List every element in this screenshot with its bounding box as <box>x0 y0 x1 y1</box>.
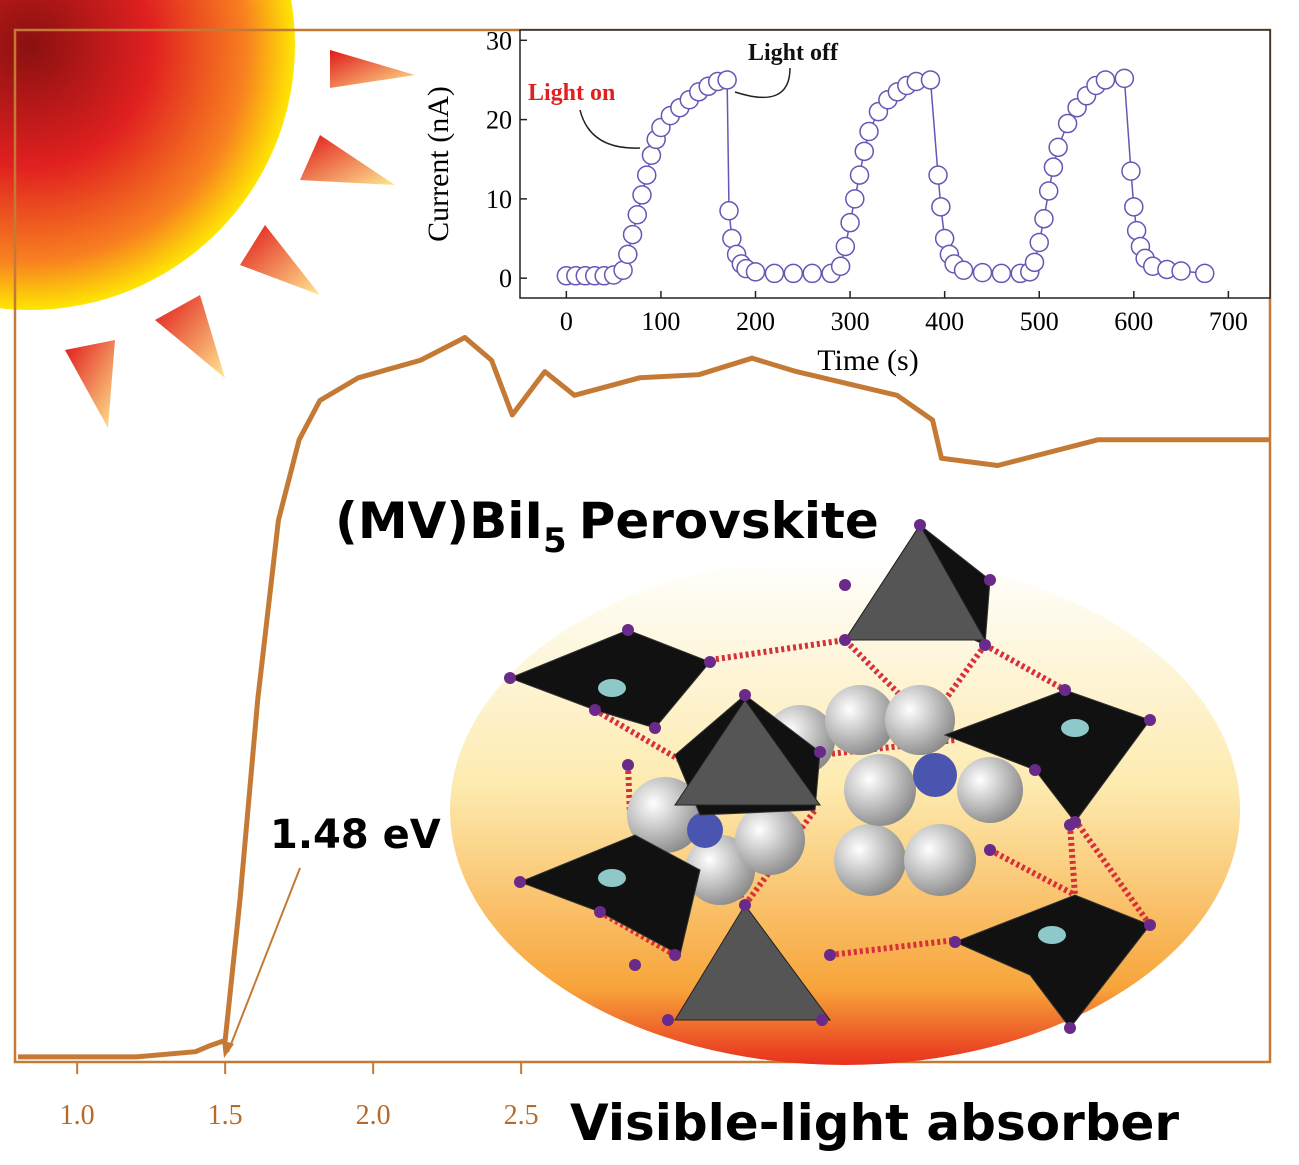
band-gap-arrow <box>227 867 301 1053</box>
x-tick-label: 100 <box>641 307 680 336</box>
current-point <box>972 262 993 283</box>
light-off-arrow <box>734 67 791 99</box>
current-point <box>849 165 870 185</box>
x-tick-label: 200 <box>736 307 775 336</box>
arrow-head <box>222 1040 234 1058</box>
sun <box>0 0 415 428</box>
x-tick-label: 0 <box>560 307 573 336</box>
current-point <box>1057 113 1078 134</box>
current-point <box>719 201 739 221</box>
current-point <box>717 70 737 90</box>
current-point <box>802 263 822 284</box>
x-tick-label: 300 <box>831 307 870 336</box>
current-point <box>764 263 785 284</box>
current-point <box>1126 220 1147 241</box>
current-point <box>632 185 652 205</box>
crystal-structure <box>450 519 1240 1065</box>
current-point <box>1095 70 1116 90</box>
main-chart: 1.0 1.5 2.0 2.5 <box>17 335 1270 1131</box>
light-on-label: Light on <box>528 80 615 106</box>
caption: Visible-light absorber <box>570 1094 1179 1152</box>
current-point <box>1114 68 1135 89</box>
current-point <box>830 256 851 277</box>
x-tick-label: 1.5 <box>208 1100 243 1131</box>
current-point <box>854 141 875 162</box>
light-off-label: Light off <box>748 40 839 66</box>
y-tick-label: 30 <box>486 26 512 55</box>
current-point <box>1043 157 1064 177</box>
current-point <box>783 263 804 284</box>
current-point <box>1029 232 1049 253</box>
current-point <box>1121 161 1141 181</box>
x-axis-label: Time (s) <box>817 344 918 377</box>
current-point <box>636 165 657 185</box>
x-tick-label: 500 <box>1020 307 1059 336</box>
current-point <box>1171 261 1191 281</box>
current-point <box>991 263 1012 284</box>
current-point <box>928 165 948 185</box>
current-point <box>745 262 766 282</box>
current-point <box>627 204 648 225</box>
current-point <box>622 224 643 245</box>
y-axis-label: Current (nA) <box>422 86 455 242</box>
x-tick-label: 2.0 <box>356 1100 391 1131</box>
current-point <box>845 189 865 209</box>
current-point <box>835 236 856 257</box>
y-tick-label: 0 <box>499 264 512 293</box>
current-point <box>920 70 941 90</box>
compound-label: (MV)BiI5 Perovskite <box>335 492 879 561</box>
x-tick-label: 400 <box>925 307 964 336</box>
absorbance-curve <box>17 335 1270 1060</box>
light-on-arrow <box>579 109 641 149</box>
current-point <box>1038 181 1059 201</box>
current-point <box>953 260 974 280</box>
inset-chart: 0 100 200 300 400 500 600 700 0 10 20 30 <box>486 26 1248 336</box>
y-tick-label: 10 <box>486 185 512 214</box>
x-tick-label: 2.5 <box>504 1100 539 1131</box>
current-point <box>1048 137 1068 158</box>
current-point <box>618 244 638 265</box>
x-tick-label: 1.0 <box>60 1100 95 1131</box>
current-point <box>1024 252 1045 273</box>
x-tick-label: 600 <box>1114 307 1153 336</box>
current-point <box>840 212 860 233</box>
current-point <box>859 121 879 142</box>
current-point <box>931 197 951 217</box>
formula-subscript: 5 <box>543 521 567 561</box>
current-point <box>1034 208 1054 229</box>
x-tick-label: 700 <box>1209 307 1248 336</box>
formula: (MV)BiI <box>335 492 543 550</box>
y-tick-label: 20 <box>486 106 512 135</box>
band-gap-label: 1.48 eV <box>270 812 441 858</box>
current-point <box>1124 197 1144 217</box>
compound-name: Perovskite <box>579 492 879 550</box>
current-point <box>1194 263 1215 284</box>
